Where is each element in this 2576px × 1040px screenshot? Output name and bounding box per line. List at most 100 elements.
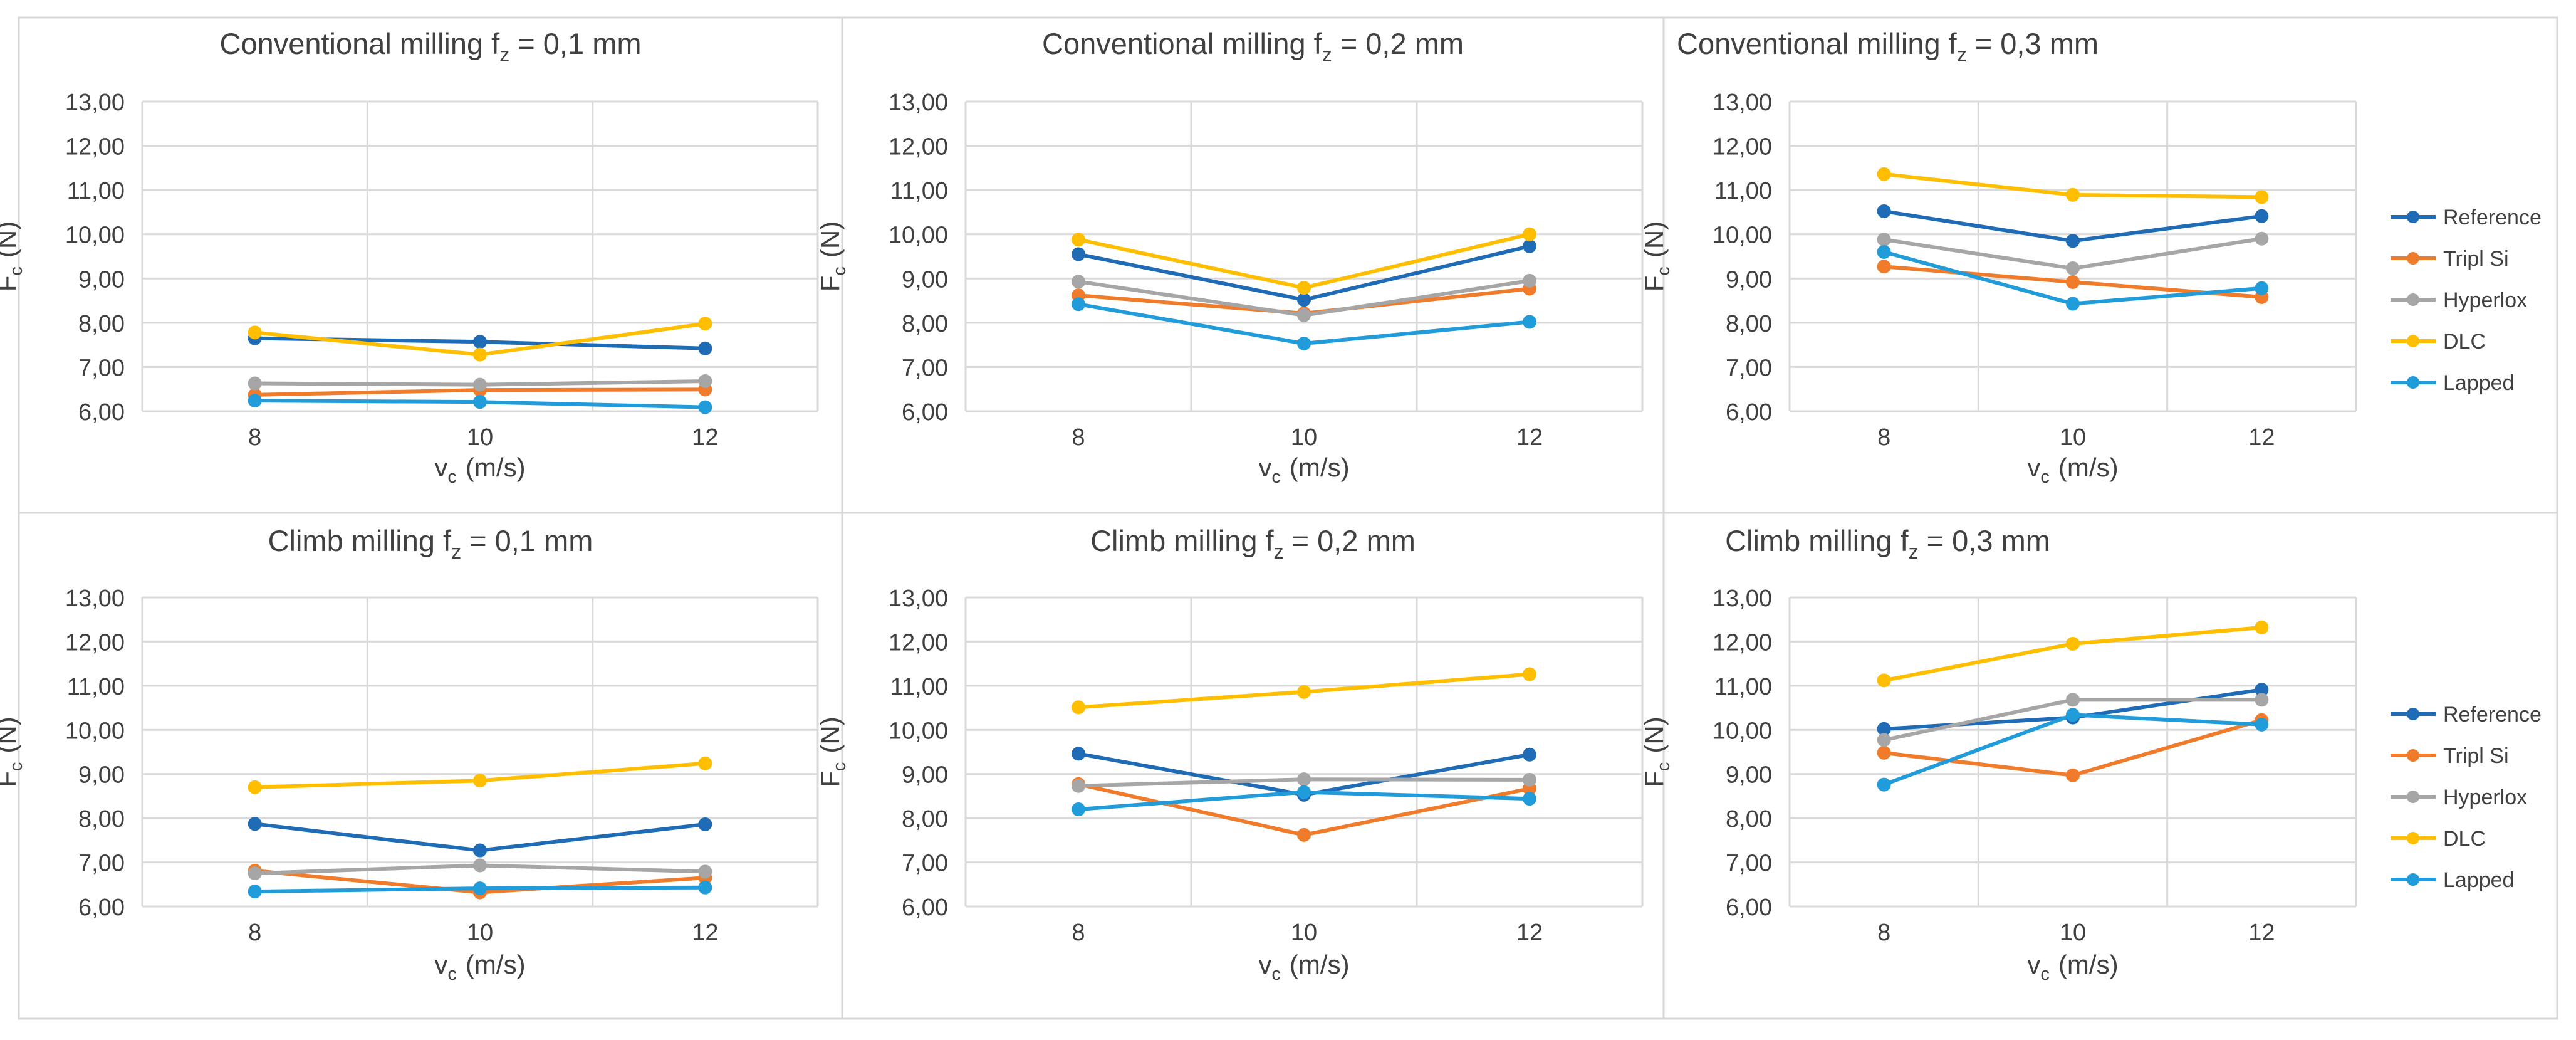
data-point (698, 374, 712, 389)
y-axis-label-unit: (N) (815, 717, 845, 753)
legend-swatch-marker (2407, 873, 2419, 886)
data-point (2255, 190, 2269, 204)
legend-swatch-marker (2407, 293, 2419, 306)
x-axis-label: vc (m/s) (1258, 453, 1349, 487)
y-tick-label: 13,00 (65, 90, 125, 116)
x-tick-label: 8 (248, 424, 261, 451)
data-point (1297, 772, 1311, 787)
chart-title-subscript: z (451, 540, 461, 563)
y-tick-label: 8,00 (902, 311, 948, 337)
y-axis-label-unit: (N) (815, 221, 845, 258)
data-point (1523, 792, 1536, 806)
x-axis-label-main: v (1258, 453, 1271, 482)
y-tick-label: 7,00 (902, 851, 948, 877)
x-tick-label: 10 (2060, 920, 2086, 946)
legend-label: Reference (2443, 703, 2542, 727)
data-point (698, 880, 712, 895)
data-point (2066, 187, 2080, 202)
data-point (2255, 693, 2269, 707)
chart-panel-3: 6,00 7,00 8,00 9,00 10,00 11,00 12,00 13,00 8 10 1… (1639, 27, 2542, 487)
y-tick-label: 10,00 (889, 718, 948, 744)
legend: Reference Tripl Si Hyperlox DLC Lapped (2391, 206, 2542, 395)
y-tick-label: 9,00 (1726, 762, 1772, 789)
data-point (473, 377, 487, 392)
legend-swatch-marker (2407, 335, 2419, 347)
y-tick-label: 8,00 (1726, 806, 1772, 833)
x-axis-label-unit: (m/s) (466, 453, 526, 482)
x-axis-label-subscript: c (2040, 467, 2050, 487)
x-axis-label-unit: (m/s) (466, 950, 526, 979)
legend-label: Lapped (2443, 371, 2514, 395)
data-point (248, 376, 262, 391)
data-point (698, 864, 712, 879)
x-axis-label-subscript: c (1271, 467, 1281, 487)
data-point (1297, 281, 1311, 295)
chart-title-value: = 0,1 mm (461, 524, 593, 557)
data-point (1297, 308, 1311, 322)
data-point (2255, 717, 2269, 732)
legend-swatch-marker (2407, 791, 2419, 803)
x-axis-label: vc (m/s) (2027, 950, 2118, 984)
chart-title: Conventional milling fz = 0,3 mm (1677, 27, 2099, 66)
data-point (1072, 802, 1085, 817)
data-point (248, 885, 262, 899)
data-point (1877, 204, 1891, 219)
chart-panel-6: 6,00 7,00 8,00 9,00 10,00 11,00 12,00 13,00 8 10 1… (1639, 524, 2542, 984)
y-tick-label: 6,00 (78, 399, 125, 426)
y-tick-label: 11,00 (67, 178, 125, 204)
y-tick-label: 11,00 (890, 178, 948, 204)
data-point (1877, 673, 1891, 688)
y-axis-label-main: F (1639, 276, 1669, 292)
y-tick-label: 12,00 (1713, 629, 1772, 656)
data-point (1072, 700, 1085, 715)
y-tick-label: 8,00 (1726, 311, 1772, 337)
data-point (1523, 239, 1536, 253)
y-axis-label-subscript: c (1654, 266, 1674, 276)
data-point (1523, 667, 1536, 681)
data-point (473, 395, 487, 409)
data-point (2066, 275, 2080, 289)
data-point (1072, 779, 1085, 793)
x-tick-label: 12 (692, 424, 718, 451)
chart-panel-2: 6,00 7,00 8,00 9,00 10,00 11,00 12,00 13,00 8 10 1… (815, 27, 1644, 487)
y-tick-label: 9,00 (902, 762, 948, 789)
y-tick-label: 12,00 (1713, 134, 1772, 160)
legend-swatch-marker (2407, 749, 2419, 762)
data-point (698, 317, 712, 331)
y-tick-label: 13,00 (1713, 90, 1772, 116)
x-tick-label: 8 (1072, 424, 1085, 451)
y-tick-label: 12,00 (889, 134, 948, 160)
y-tick-label: 11,00 (890, 674, 948, 700)
chart-panel-1: 6,00 7,00 8,00 9,00 10,00 11,00 12,00 13,00 8 10 1… (0, 27, 819, 487)
x-axis-label: vc (m/s) (2027, 453, 2118, 487)
y-axis-label: Fc (N) (815, 221, 850, 292)
chart-title-value: = 0,3 mm (1967, 27, 2099, 60)
y-axis-label-main: F (1639, 771, 1669, 787)
data-point (1523, 747, 1536, 762)
x-tick-label: 10 (467, 920, 493, 946)
chart-title-main: Climb milling f (1725, 524, 1909, 557)
legend-swatch-marker (2407, 211, 2419, 223)
data-point (248, 817, 262, 831)
y-axis-label-main: F (815, 771, 845, 787)
legend-label: Lapped (2443, 868, 2514, 892)
x-axis-label-subscript: c (447, 964, 457, 984)
chart-title: Conventional milling fz = 0,1 mm (220, 27, 642, 66)
chart-title-main: Conventional milling f (220, 27, 501, 60)
y-axis-label: Fc (N) (1639, 221, 1674, 292)
chart-title-value: = 0,2 mm (1284, 524, 1416, 557)
x-tick-label: 12 (1516, 920, 1543, 946)
y-tick-label: 12,00 (889, 629, 948, 656)
data-point (473, 843, 487, 858)
x-tick-label: 12 (1516, 424, 1543, 451)
chart-title: Conventional milling fz = 0,2 mm (1042, 27, 1464, 66)
chart-title-subscript: z (1909, 540, 1919, 563)
data-point (2066, 261, 2080, 276)
y-tick-label: 7,00 (1726, 851, 1772, 877)
data-point (1297, 827, 1311, 842)
y-tick-label: 10,00 (1713, 223, 1772, 249)
y-tick-label: 13,00 (889, 90, 948, 116)
x-axis-label-unit: (m/s) (1290, 950, 1350, 979)
x-tick-label: 12 (2248, 424, 2275, 451)
y-axis-label-unit: (N) (0, 717, 21, 753)
